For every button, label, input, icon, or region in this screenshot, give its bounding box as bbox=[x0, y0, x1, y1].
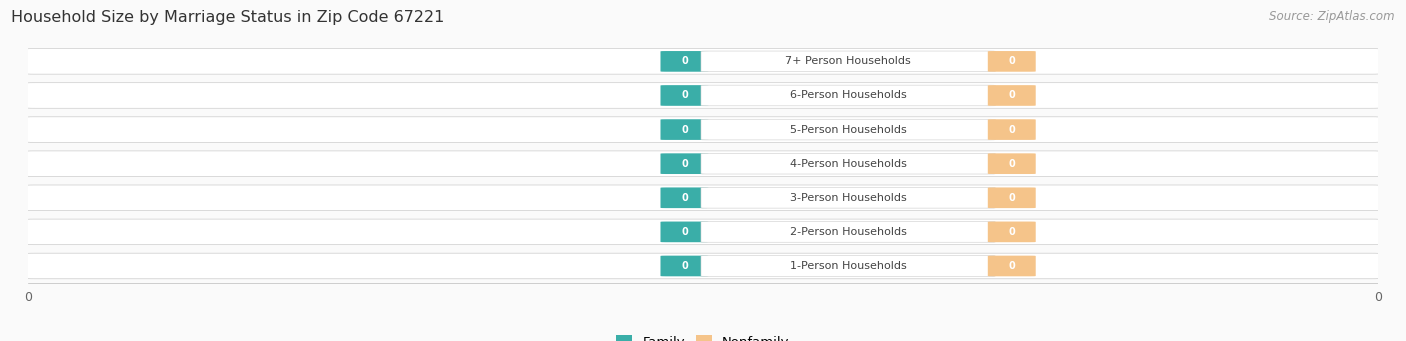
Text: 0: 0 bbox=[681, 124, 688, 135]
Legend: Family, Nonfamily: Family, Nonfamily bbox=[616, 335, 790, 341]
FancyBboxPatch shape bbox=[661, 51, 709, 72]
Text: 0: 0 bbox=[1008, 90, 1015, 101]
FancyBboxPatch shape bbox=[988, 256, 1036, 276]
FancyBboxPatch shape bbox=[661, 256, 709, 276]
FancyBboxPatch shape bbox=[25, 48, 1381, 74]
FancyBboxPatch shape bbox=[988, 51, 1036, 72]
FancyBboxPatch shape bbox=[661, 222, 709, 242]
FancyBboxPatch shape bbox=[702, 256, 995, 276]
FancyBboxPatch shape bbox=[661, 153, 709, 174]
Text: Household Size by Marriage Status in Zip Code 67221: Household Size by Marriage Status in Zip… bbox=[11, 10, 444, 25]
FancyBboxPatch shape bbox=[661, 188, 709, 208]
FancyBboxPatch shape bbox=[988, 153, 1036, 174]
Text: 0: 0 bbox=[1008, 56, 1015, 66]
FancyBboxPatch shape bbox=[988, 222, 1036, 242]
Text: Source: ZipAtlas.com: Source: ZipAtlas.com bbox=[1270, 10, 1395, 23]
Text: 0: 0 bbox=[681, 193, 688, 203]
FancyBboxPatch shape bbox=[988, 188, 1036, 208]
FancyBboxPatch shape bbox=[661, 85, 709, 106]
FancyBboxPatch shape bbox=[25, 117, 1381, 143]
FancyBboxPatch shape bbox=[988, 85, 1036, 106]
Text: 3-Person Households: 3-Person Households bbox=[790, 193, 907, 203]
Text: 5-Person Households: 5-Person Households bbox=[790, 124, 907, 135]
FancyBboxPatch shape bbox=[702, 153, 995, 174]
FancyBboxPatch shape bbox=[702, 222, 995, 242]
Text: 0: 0 bbox=[681, 159, 688, 169]
Text: 4-Person Households: 4-Person Households bbox=[790, 159, 907, 169]
Text: 0: 0 bbox=[681, 90, 688, 101]
FancyBboxPatch shape bbox=[702, 51, 995, 72]
Text: 0: 0 bbox=[1008, 261, 1015, 271]
FancyBboxPatch shape bbox=[25, 253, 1381, 279]
Text: 1-Person Households: 1-Person Households bbox=[790, 261, 907, 271]
Text: 0: 0 bbox=[681, 56, 688, 66]
FancyBboxPatch shape bbox=[702, 119, 995, 140]
Text: 0: 0 bbox=[1008, 124, 1015, 135]
FancyBboxPatch shape bbox=[661, 119, 709, 140]
Text: 0: 0 bbox=[1008, 193, 1015, 203]
Text: 0: 0 bbox=[1008, 159, 1015, 169]
Text: 0: 0 bbox=[681, 227, 688, 237]
Text: 0: 0 bbox=[681, 261, 688, 271]
Text: 2-Person Households: 2-Person Households bbox=[790, 227, 907, 237]
FancyBboxPatch shape bbox=[25, 185, 1381, 210]
Text: 6-Person Households: 6-Person Households bbox=[790, 90, 907, 101]
FancyBboxPatch shape bbox=[25, 219, 1381, 245]
Text: 7+ Person Households: 7+ Person Households bbox=[785, 56, 911, 66]
Text: 0: 0 bbox=[1008, 227, 1015, 237]
FancyBboxPatch shape bbox=[702, 85, 995, 106]
FancyBboxPatch shape bbox=[702, 188, 995, 208]
FancyBboxPatch shape bbox=[988, 119, 1036, 140]
FancyBboxPatch shape bbox=[25, 83, 1381, 108]
FancyBboxPatch shape bbox=[25, 151, 1381, 176]
